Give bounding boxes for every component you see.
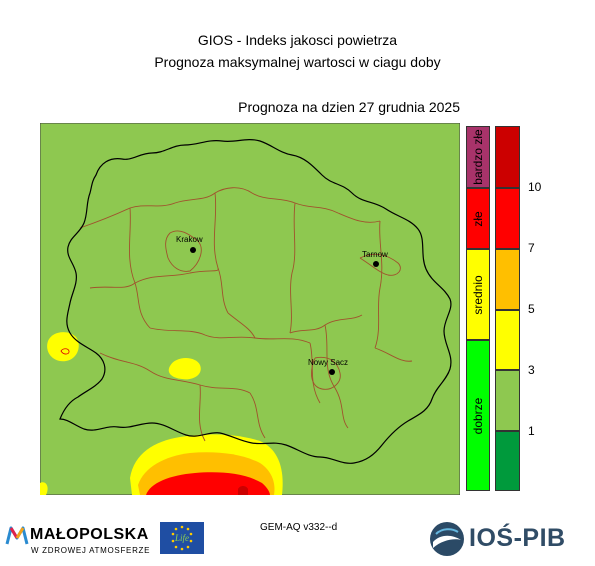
scale-tick: 10 bbox=[528, 180, 542, 194]
city-label-krakow: Krakow bbox=[176, 235, 203, 244]
malopolska-logo-text: MAŁOPOLSKA bbox=[30, 526, 149, 543]
yellow-area-west bbox=[47, 332, 79, 362]
scale-band-2 bbox=[495, 188, 520, 249]
scale-tick: 3 bbox=[528, 363, 535, 377]
map-title: GIOS - Indeks jakosci powietrza bbox=[197, 32, 398, 48]
scale-band-4 bbox=[495, 310, 520, 370]
darkred-spot-south bbox=[238, 486, 248, 495]
scale-band-1 bbox=[495, 126, 520, 188]
eu-life-text: Life bbox=[174, 533, 189, 543]
map-subtitle: Prognoza maksymalnej wartosci w ciagu do… bbox=[154, 54, 441, 70]
legend-category-bad: złe bbox=[466, 188, 490, 249]
forecast-date: Prognoza na dzien 27 grudnia 2025 bbox=[238, 99, 460, 115]
scale-band-6 bbox=[495, 431, 520, 491]
legend-category-label: złe bbox=[471, 210, 485, 227]
region-border bbox=[59, 138, 452, 464]
malopolska-logo-icon bbox=[5, 526, 29, 545]
district-borders bbox=[79, 187, 413, 442]
yellow-spot-corner bbox=[40, 482, 48, 495]
city-krakow[interactable]: Krakow bbox=[176, 235, 203, 253]
legend-category-label: srednio bbox=[471, 274, 485, 315]
eu-life-logo-icon: Life bbox=[160, 522, 204, 554]
city-nowy-sacz[interactable]: Nowy Sacz bbox=[308, 358, 348, 375]
malopolska-tagline: W ZDROWEJ ATMOSFERZE bbox=[31, 546, 151, 555]
scale-band-5 bbox=[495, 370, 520, 431]
scale-tick: 5 bbox=[528, 302, 535, 316]
city-marker bbox=[329, 369, 335, 375]
air-quality-map: Krakow Tarnow Nowy Sacz bbox=[40, 123, 460, 495]
scale-band-3 bbox=[495, 249, 520, 310]
legend-category-good: dobrze bbox=[466, 340, 490, 491]
city-tarnow[interactable]: Tarnow bbox=[362, 250, 388, 267]
yellow-area-center bbox=[168, 358, 201, 380]
legend-category-very-bad: bardzo złe bbox=[466, 126, 490, 188]
ios-pib-logo-text: IOŚ-PIB bbox=[469, 524, 566, 552]
map-background bbox=[40, 123, 460, 495]
red-spot-west bbox=[60, 348, 70, 355]
city-label-tarnow: Tarnow bbox=[362, 250, 388, 259]
scale-tick: 7 bbox=[528, 241, 535, 255]
legend-category-moderate: srednio bbox=[466, 249, 490, 340]
legend-category-label: dobrze bbox=[471, 397, 485, 434]
pollution-areas bbox=[40, 332, 283, 495]
city-marker bbox=[373, 261, 379, 267]
scale-tick: 1 bbox=[528, 424, 535, 438]
city-marker bbox=[190, 247, 196, 253]
legend-category-label: bardzo złe bbox=[471, 129, 485, 185]
city-label-nowy-sacz: Nowy Sacz bbox=[308, 358, 348, 367]
ios-pib-logo-icon bbox=[430, 522, 464, 556]
model-version: GEM-AQ v332--d bbox=[260, 522, 338, 533]
